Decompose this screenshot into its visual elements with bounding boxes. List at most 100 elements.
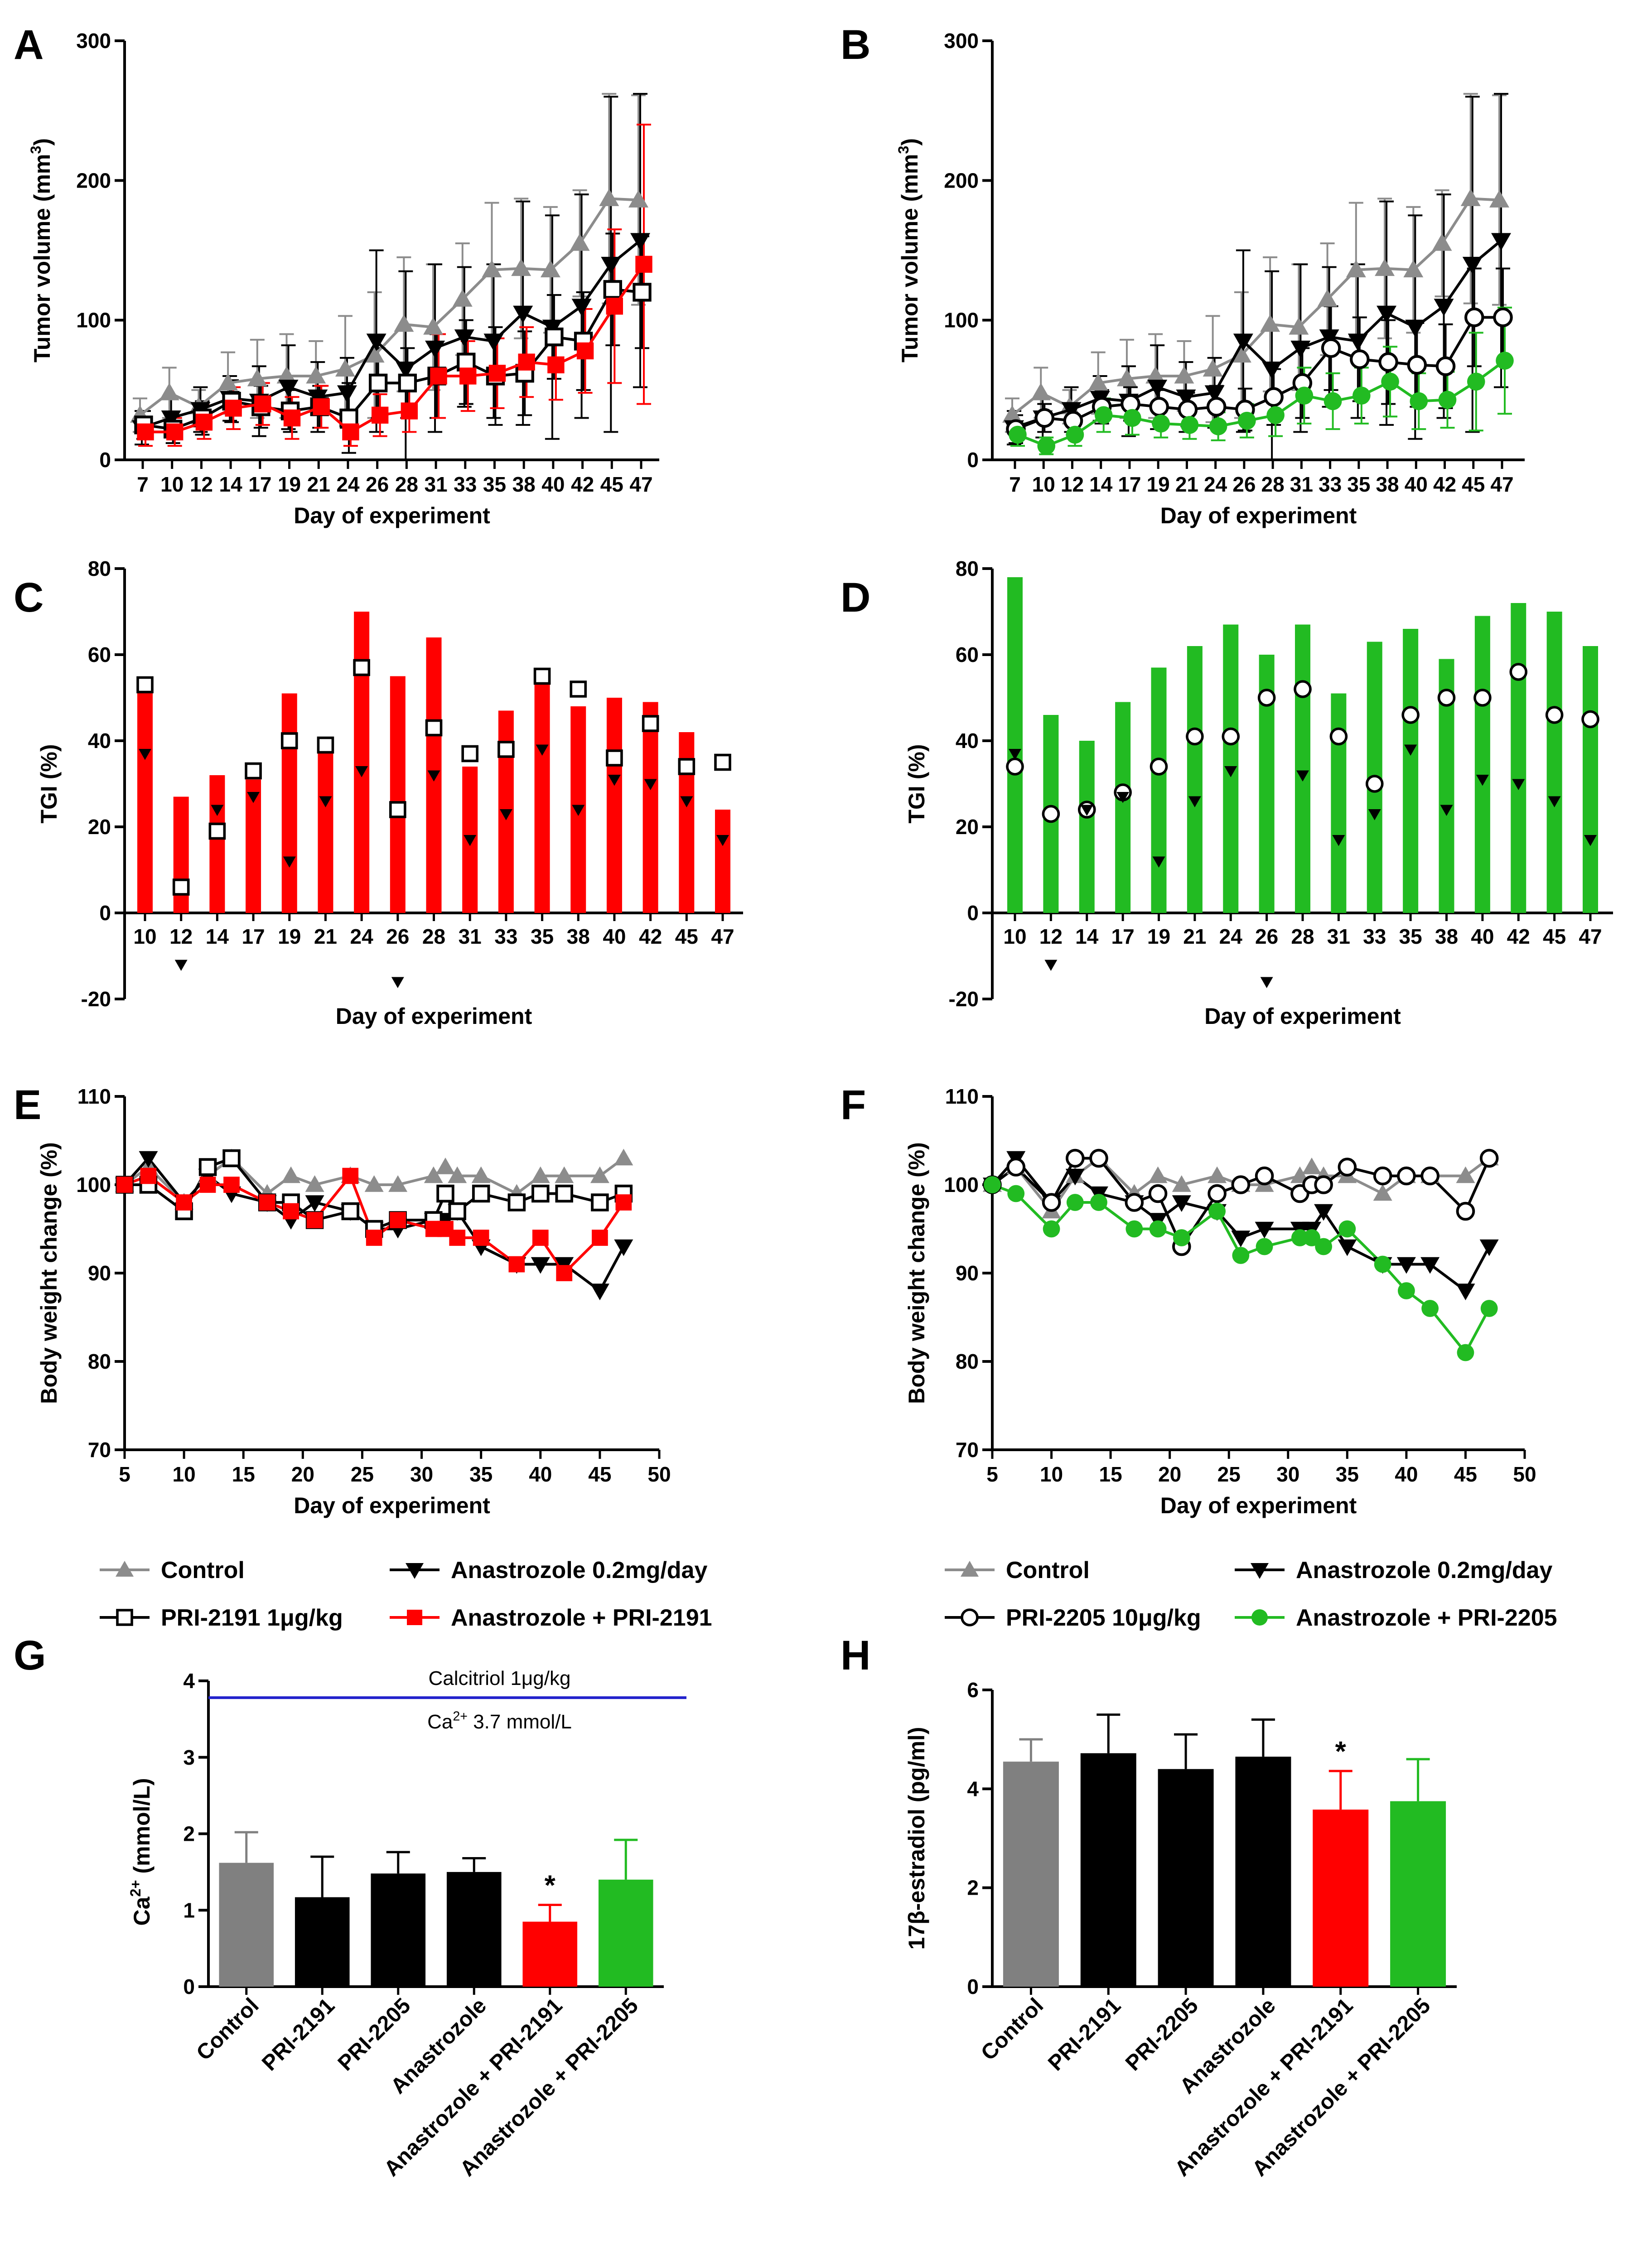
- legend-right-label: PRI-2205 10μg/kg: [1006, 1605, 1201, 1631]
- panel-C-marker: [283, 856, 296, 868]
- panel-B-data-point: [1203, 359, 1223, 377]
- panel-B-x-tick-label: 42: [1433, 473, 1456, 496]
- panel-B-data-point: [1206, 397, 1227, 417]
- panel-A-data-point: [166, 423, 184, 441]
- panel-E-y-tick-label: 80: [88, 1350, 111, 1373]
- panel-B-x-tick-label: 33: [1319, 473, 1342, 496]
- panel-A-data-point: [452, 289, 473, 307]
- panel-D-marker: [1080, 805, 1093, 816]
- panel-G-y-axis-title-sup: 2+: [127, 1880, 144, 1897]
- legend-right-swatch-marker: [1251, 1609, 1268, 1626]
- panel-A-data-point: [225, 400, 242, 417]
- panel-B-x-tick-label: 45: [1462, 473, 1485, 496]
- panel-A-data-point: [511, 258, 531, 276]
- panel-F-data-point: [1089, 1149, 1108, 1168]
- panel-C-bar: [534, 676, 550, 913]
- panel-B-data-point: [1174, 366, 1194, 384]
- panel-F-x-tick-label: 5: [986, 1462, 998, 1486]
- panel-F-data-point: [1125, 1220, 1143, 1238]
- panel-B-data-point: [1460, 188, 1481, 206]
- panel-B-data-point: [1149, 397, 1169, 417]
- panel-E-y-tick-label: 70: [88, 1438, 111, 1462]
- panel-A-data-point: [570, 233, 590, 251]
- panel-E-data-point: [364, 1175, 384, 1192]
- panel-F-data-point: [1255, 1221, 1274, 1239]
- panel-C-x-tick-label: 21: [314, 925, 337, 948]
- panel-F-data-point: [1302, 1158, 1321, 1174]
- panel-H-y-tick-label: 4: [967, 1777, 979, 1800]
- panel-F-data-point: [1255, 1166, 1274, 1186]
- legend-left-swatch-marker: [116, 1609, 133, 1626]
- panel-A-data-point: [518, 353, 535, 371]
- panel-B-data-point: [1464, 307, 1484, 328]
- panel-B-data-point: [1438, 391, 1457, 409]
- panel-C-y-tick-label: 20: [88, 815, 111, 839]
- legend-left-label: Anastrozole + PRI-2191: [451, 1605, 712, 1631]
- panel-E-data-point: [591, 1193, 609, 1211]
- panel-B-data-point: [1493, 307, 1513, 328]
- panel-E-data-point: [140, 1168, 157, 1184]
- panel-D-y-tick-label: 20: [956, 815, 979, 839]
- panel-G-y-axis-title-end: (mmol/L): [129, 1778, 155, 1880]
- panel-A-data-point: [488, 365, 506, 382]
- panel-label-C: C: [14, 574, 43, 621]
- panel-C-bar: [715, 810, 730, 913]
- panel-D-marker: [1545, 706, 1564, 724]
- legend-left-label: Control: [161, 1557, 245, 1583]
- panel-E-x-tick-label: 5: [119, 1462, 130, 1486]
- panel-G-reference-label-bottom-sup: 2+: [453, 1709, 468, 1724]
- panel-A-y-tick-label: 200: [76, 169, 111, 192]
- panel-A-x-tick-label: 10: [160, 473, 184, 496]
- panel-A-y-tick-label: 300: [76, 29, 111, 53]
- panel-D-marker: [1404, 744, 1417, 756]
- panel-B-x-tick-label: 47: [1490, 473, 1513, 496]
- panel-E-data-point: [223, 1177, 240, 1193]
- panel-D-bar: [1295, 624, 1310, 913]
- panel-G-y-axis-title: Ca2+ (mmol/L): [127, 1778, 155, 1926]
- panel-C-marker: [464, 835, 477, 846]
- panel-A-data-point: [547, 356, 565, 374]
- panel-C-bar: [137, 680, 153, 913]
- panel-C-x-tick-label: 10: [133, 925, 156, 948]
- panel-label-D: D: [840, 574, 870, 621]
- panel-B-x-tick-label: 38: [1376, 473, 1399, 496]
- panel-H-bar: [1158, 1769, 1214, 1987]
- panel-H-y-tick-label: 2: [967, 1876, 979, 1900]
- panel-F-data-point: [1374, 1255, 1391, 1273]
- panel-A-data-point: [630, 233, 650, 251]
- panel-F-data-point: [1042, 1193, 1061, 1212]
- panel-F-data-point: [1208, 1166, 1227, 1183]
- legend-right-label: Control: [1006, 1557, 1090, 1583]
- panel-B-x-tick-label: 24: [1204, 473, 1227, 496]
- panel-A-x-tick-label: 24: [336, 473, 360, 496]
- panel-B-data-point: [1319, 329, 1339, 347]
- panel-D-bar: [1583, 646, 1598, 913]
- panel-B-y-tick-label: 0: [967, 448, 979, 472]
- panel-C-marker: [533, 667, 551, 685]
- panel-B-data-point: [1180, 416, 1199, 434]
- panel-B-data-point: [1176, 389, 1196, 407]
- panel-F-data-point: [1125, 1193, 1144, 1212]
- panel-F-x-tick-label: 35: [1336, 1462, 1359, 1486]
- panel-G-bar: [598, 1879, 653, 1987]
- panel-F-data-point: [1373, 1184, 1392, 1201]
- panel-C-x-tick-label: 45: [675, 925, 698, 948]
- panel-B-data-point: [1061, 402, 1082, 420]
- panel-D-x-tick-label: 28: [1291, 925, 1314, 948]
- panel-D-marker: [1009, 749, 1021, 760]
- panel-B-data-point: [1346, 260, 1366, 278]
- panel-E-data-point: [555, 1184, 573, 1203]
- panel-A-data-point: [540, 260, 560, 278]
- panel-A-data-point: [545, 327, 564, 347]
- panel-A-data-point: [601, 256, 621, 275]
- panel-A-y-tick-label: 100: [76, 309, 111, 332]
- panel-C-marker: [644, 779, 657, 790]
- panel-E-x-tick-label: 30: [410, 1462, 433, 1486]
- panel-D-x-tick-label: 42: [1507, 925, 1530, 948]
- panel-B-data-point: [1377, 305, 1397, 323]
- panel-A-data-point: [313, 398, 330, 415]
- panel-H-bar: [1003, 1761, 1059, 1987]
- panel-B-x-tick-label: 17: [1118, 473, 1141, 496]
- panel-A-data-point: [276, 366, 297, 384]
- panel-E-y-axis-title: Body weight change (%): [36, 1142, 62, 1404]
